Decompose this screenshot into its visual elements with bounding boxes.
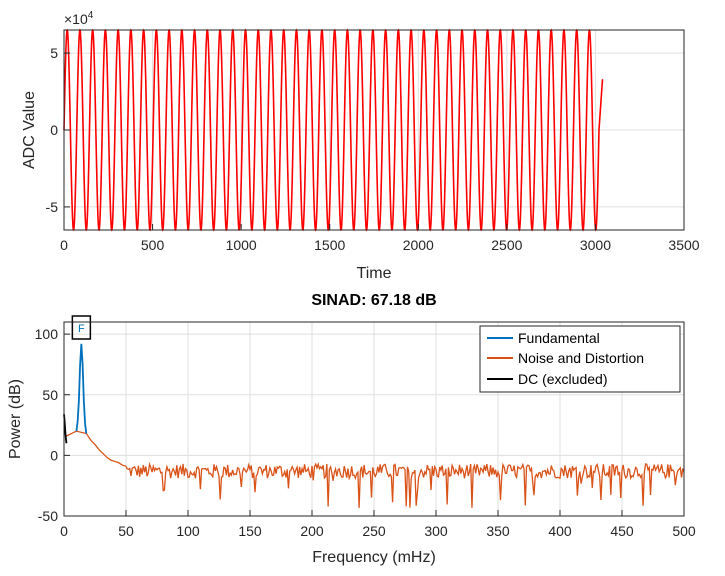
time-plot-x-ticks: 0 500 1000 1500 2000 2500 3000 3500 [60, 224, 700, 253]
time-plot-y-ticks: -5 0 5 [46, 45, 70, 215]
spectrum-x-tick-label: 200 [300, 523, 324, 539]
spectrum-x-tick-label: 50 [118, 523, 134, 539]
spectrum-y-tick-label: 100 [35, 326, 59, 342]
time-x-tick-label: 0 [60, 237, 68, 253]
legend-label-noise: Noise and Distortion [518, 350, 644, 366]
spectrum-x-tick-label: 300 [424, 523, 448, 539]
time-x-tick-label: 3500 [668, 237, 699, 253]
time-plot-exponent: ×104 [64, 10, 94, 27]
time-x-tick-label: 500 [141, 237, 165, 253]
spectrum-plot-x-ticks: 0 50 100 150 200 250 300 350 400 450 500 [60, 510, 696, 539]
spectrum-x-tick-label: 400 [548, 523, 572, 539]
legend-box [479, 325, 681, 393]
time-plot-xlabel: Time [357, 265, 392, 282]
spectrum-x-tick-label: 450 [610, 523, 634, 539]
spectrum-y-tick-label: -50 [38, 508, 58, 524]
spectrum-x-tick-label: 100 [176, 523, 200, 539]
legend-label-dc: DC (excluded) [518, 371, 607, 387]
fundamental-line [75, 343, 88, 434]
noise-distortion-line [66, 430, 685, 508]
spectrum-plot-title: SINAD: 67.18 dB [311, 292, 436, 309]
legend: Fundamental Noise and Distortion DC (exc… [479, 325, 681, 393]
time-plot-series [63, 28, 604, 232]
time-x-tick-label: 1000 [226, 237, 257, 253]
spectrum-plot: SINAD: 67.18 dB F 0 50 100 150 200 250 300 350 4… [7, 292, 696, 566]
spectrum-x-tick-label: 350 [486, 523, 510, 539]
time-x-tick-label: 2500 [491, 237, 522, 253]
time-series-line [63, 28, 604, 232]
fundamental-marker: F [71, 315, 92, 340]
spectrum-x-tick-label: 0 [60, 523, 68, 539]
spectrum-plot-xlabel: Frequency (mHz) [312, 549, 436, 566]
time-y-tick-label: -5 [46, 199, 59, 215]
time-plot: 0 500 1000 1500 2000 2500 3000 3500 -5 0 5 ×104 T… [21, 10, 700, 282]
spectrum-plot-y-ticks: -50 0 50 100 [35, 326, 70, 524]
time-y-tick-label: 0 [50, 122, 58, 138]
time-x-tick-label: 2000 [403, 237, 434, 253]
spectrum-y-tick-label: 0 [50, 447, 58, 463]
spectrum-y-tick-label: 50 [42, 387, 58, 403]
time-plot-ylabel: ADC Value [21, 91, 38, 169]
spectrum-plot-ylabel: Power (dB) [7, 379, 24, 459]
spectrum-x-tick-label: 150 [238, 523, 262, 539]
time-x-tick-label: 3000 [580, 237, 611, 253]
fundamental-marker-label: F [78, 323, 85, 335]
legend-label-fundamental: Fundamental [518, 330, 600, 346]
spectrum-x-tick-label: 500 [672, 523, 696, 539]
time-x-tick-label: 1500 [314, 237, 345, 253]
spectrum-x-tick-label: 250 [362, 523, 386, 539]
fundamental-marker-box [71, 315, 92, 340]
time-y-tick-label: 5 [50, 45, 58, 61]
